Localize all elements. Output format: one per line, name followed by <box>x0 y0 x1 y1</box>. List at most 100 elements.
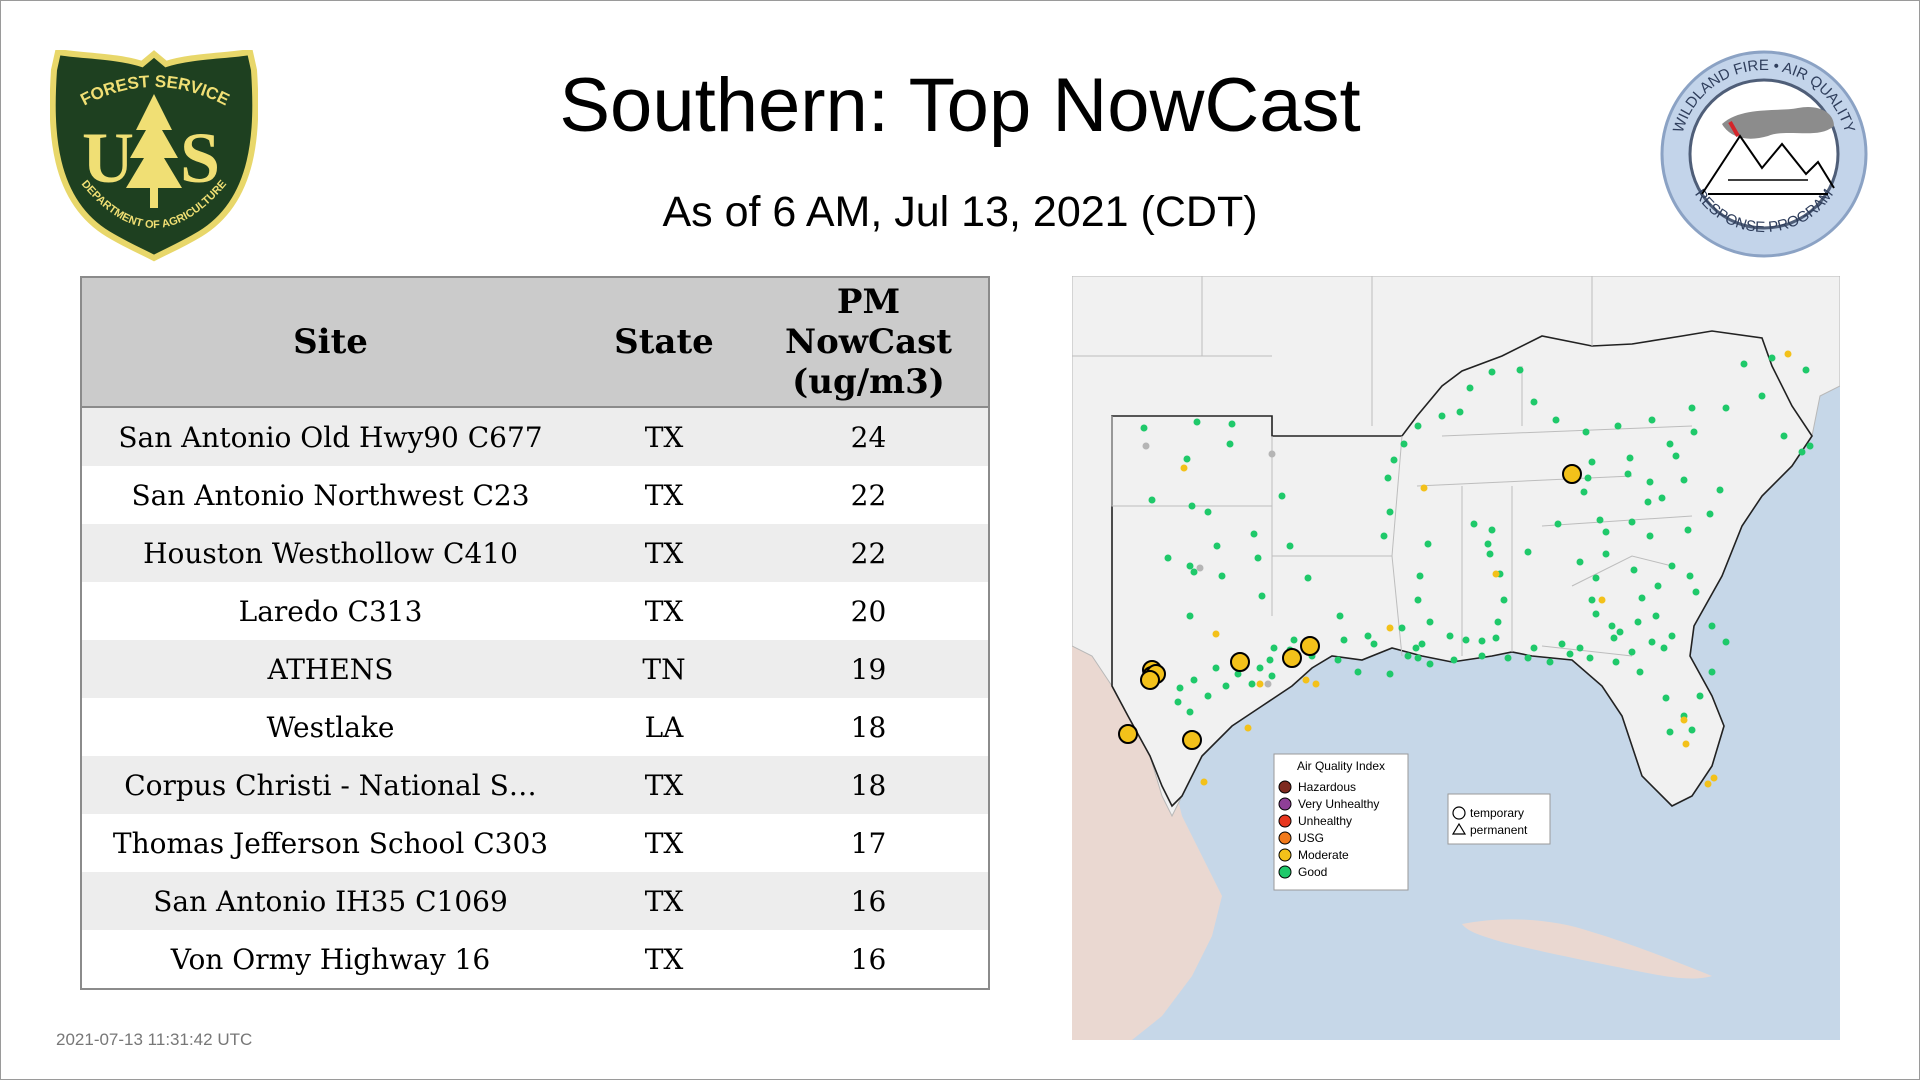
site-marker-good <box>1592 610 1600 618</box>
site-marker-good <box>1524 654 1532 662</box>
site-marker-top <box>1230 652 1250 672</box>
site-marker-top <box>1182 730 1202 750</box>
site-marker-good <box>1380 532 1388 540</box>
site-marker-good <box>1278 492 1286 500</box>
site-marker-good <box>1552 416 1560 424</box>
site-marker-good <box>1254 554 1262 562</box>
site-marker-good <box>1586 654 1594 662</box>
header-pm-nowcast: PM NowCast (ug/m3) <box>749 278 988 408</box>
site-marker-good <box>1566 650 1574 658</box>
site-marker-good <box>1370 640 1378 648</box>
cell-value: 22 <box>749 524 988 582</box>
site-marker-good <box>1646 478 1654 486</box>
cell-state: LA <box>579 698 749 756</box>
cell-site: Corpus Christi - National S… <box>82 756 579 814</box>
region-boundary <box>1111 330 1813 808</box>
table-row: San Antonio Old Hwy90 C677 TX 24 <box>82 407 988 466</box>
site-marker-moderate <box>1302 676 1310 684</box>
site-marker-good <box>1530 644 1538 652</box>
table-row: Thomas Jefferson School C303 TX 17 <box>82 814 988 872</box>
cell-state: TX <box>579 524 749 582</box>
site-marker-top <box>1562 464 1582 484</box>
site-marker-moderate <box>1312 680 1320 688</box>
site-marker-good <box>1190 676 1198 684</box>
site-marker-good <box>1614 422 1622 430</box>
site-marker-good <box>1588 596 1596 604</box>
site-marker-good <box>1364 632 1372 640</box>
cell-value: 20 <box>749 582 988 640</box>
site-marker-good <box>1250 530 1258 538</box>
site-marker-good <box>1266 656 1274 664</box>
cell-site: ATHENS <box>82 640 579 698</box>
site-marker-good <box>1626 454 1634 462</box>
site-marker-good <box>1610 634 1618 642</box>
site-marker-moderate <box>1682 740 1690 748</box>
cell-value: 19 <box>749 640 988 698</box>
site-marker-moderate <box>1420 484 1428 492</box>
legend-swatch <box>1278 831 1292 845</box>
site-marker-good <box>1758 392 1766 400</box>
site-marker-good <box>1478 652 1486 660</box>
state-lines <box>1072 276 1693 657</box>
aqi-legend: Air Quality Index Hazardous Very Unhealth… <box>1273 753 1409 891</box>
site-marker-good <box>1190 568 1198 576</box>
cell-value: 16 <box>749 930 988 988</box>
site-marker-good <box>1668 562 1676 570</box>
site-marker-good <box>1690 428 1698 436</box>
site-marker-good <box>1188 502 1196 510</box>
site-marker-good <box>1634 618 1642 626</box>
table-row: Houston Westhollow C410 TX 22 <box>82 524 988 582</box>
site-marker-good <box>1648 416 1656 424</box>
site-marker-good <box>1414 654 1422 662</box>
site-marker-good <box>1688 726 1696 734</box>
permanent-icon <box>1451 822 1467 835</box>
legend-label: USG <box>1298 831 1324 845</box>
header-pm-line1: PM <box>836 282 901 322</box>
site-marker-good <box>1186 562 1194 570</box>
site-marker-moderate <box>1598 596 1606 604</box>
site-marker-good <box>1630 566 1638 574</box>
cell-state: TN <box>579 640 749 698</box>
site-marker-good <box>1174 698 1182 706</box>
cell-site: San Antonio Northwest C23 <box>82 466 579 524</box>
site-marker-good <box>1438 412 1446 420</box>
site-marker-good <box>1213 542 1221 550</box>
legend-label: Good <box>1298 865 1327 879</box>
site-marker-good <box>1672 452 1680 460</box>
site-marker-good <box>1390 456 1398 464</box>
cell-state: TX <box>579 872 749 930</box>
site-marker-top <box>1282 648 1302 668</box>
cell-site: Westlake <box>82 698 579 756</box>
site-marker-good <box>1798 448 1806 456</box>
legend-title: Air Quality Index <box>1297 759 1385 773</box>
site-marker-good <box>1648 638 1656 646</box>
site-marker-good <box>1228 420 1236 428</box>
cell-site: Von Ormy Highway 16 <box>82 930 579 988</box>
site-marker-good <box>1602 528 1610 536</box>
cell-state: TX <box>579 930 749 988</box>
site-marker-good <box>1334 656 1342 664</box>
site-marker-good <box>1582 428 1590 436</box>
site-marker-good <box>1576 644 1584 652</box>
cell-state: TX <box>579 466 749 524</box>
site-marker-unknown <box>1196 564 1204 572</box>
type-legend: temporary permanent <box>1447 793 1551 845</box>
site-marker-good <box>1516 366 1524 374</box>
forest-service-logo: FOREST SERVICE U S DEPARTMENT OF AGRICUL… <box>50 50 258 262</box>
site-marker-good <box>1524 548 1532 556</box>
site-marker-good <box>1386 508 1394 516</box>
site-marker-top <box>1140 670 1160 690</box>
site-marker-good <box>1558 640 1566 648</box>
map-land-mexico <box>1072 636 1222 1040</box>
site-marker-good <box>1286 542 1294 550</box>
wildland-fire-logo: WILDLAND FIRE • AIR QUALITY RESPONSE PRO… <box>1660 50 1868 258</box>
site-marker-good <box>1596 516 1604 524</box>
site-marker-good <box>1340 636 1348 644</box>
site-marker-good <box>1336 612 1344 620</box>
cell-value: 22 <box>749 466 988 524</box>
site-marker-good <box>1416 572 1424 580</box>
site-marker-good <box>1204 692 1212 700</box>
site-marker-good <box>1636 668 1644 676</box>
legend-label: Moderate <box>1298 848 1349 862</box>
cell-site: San Antonio IH35 C1069 <box>82 872 579 930</box>
